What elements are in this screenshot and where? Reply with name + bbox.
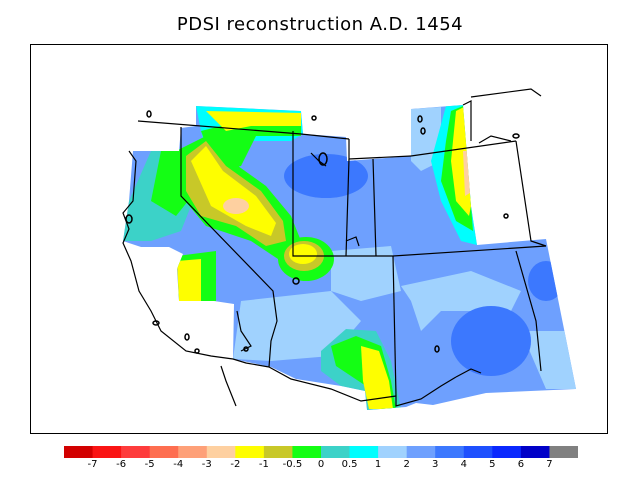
colorbar-tick-label: 0.5 — [341, 459, 358, 470]
colorbar-bin — [321, 446, 351, 458]
colorbar-tick-label: 6 — [517, 459, 525, 470]
colorbar-tick-label: -2 — [230, 459, 241, 470]
lakes — [125, 110, 520, 354]
map-title: PDSI reconstruction A.D. 1454 — [176, 14, 464, 35]
field-dry-core — [223, 198, 249, 214]
colorbar-bin — [178, 446, 208, 458]
colorbar-bin — [64, 446, 94, 458]
field-light-center — [331, 246, 401, 301]
colorbar-bin — [435, 446, 465, 458]
pdsi-map — [122, 88, 576, 410]
field-base — [123, 105, 576, 410]
field-band-dry — [191, 146, 276, 236]
colorbar-tick-label: -4 — [173, 459, 184, 470]
colorbar — [64, 446, 578, 458]
colorbar-bin — [263, 446, 293, 458]
boundaries — [122, 88, 547, 407]
colorbar-tick-label: -5 — [144, 459, 155, 470]
colorbar-bin — [463, 446, 493, 458]
colorbar-bin — [121, 446, 151, 458]
colorbar-tick-label: 7 — [546, 459, 553, 470]
colorbar-tick-label: -1 — [258, 459, 269, 470]
pdsi-field — [123, 105, 576, 410]
colorbar-bin — [235, 446, 265, 458]
colorbar-bin — [406, 446, 436, 458]
field-light-southeast — [521, 331, 576, 389]
colorbar-bin — [292, 446, 322, 458]
colorbar-bin — [520, 446, 550, 458]
colorbar-tick-label: 2 — [403, 459, 410, 470]
field-light-south — [233, 291, 361, 361]
colorbar-bin — [92, 446, 122, 458]
field-west-dry — [177, 259, 201, 301]
field-center-dry — [289, 244, 317, 264]
colorbar-bin — [206, 446, 236, 458]
colorbar-tick-label: 3 — [432, 459, 439, 470]
field-south-dry — [361, 346, 393, 409]
map-frame — [30, 44, 608, 434]
colorbar-tick-label: 0 — [317, 459, 325, 470]
colorbar-tick-label: -7 — [87, 459, 98, 470]
field-north-dry — [206, 111, 301, 131]
colorbar-tick-label: 1 — [374, 459, 382, 470]
field-wet-core-se — [451, 306, 531, 376]
colorbar-tick-label: 5 — [489, 459, 496, 470]
colorbar-bin — [492, 446, 522, 458]
field-light-east — [401, 271, 521, 331]
field-wet-core-n — [284, 154, 368, 198]
colorbar-tick-label: 4 — [460, 459, 467, 470]
colorbar-bin — [378, 446, 408, 458]
colorbar-bin — [549, 446, 578, 458]
colorbar-tick-label: -0.5 — [282, 459, 303, 470]
colorbar-tick-label: -3 — [201, 459, 212, 470]
colorbar-bin — [349, 446, 379, 458]
colorbar-labels: -7 -6 -5 -4 -3 -2 -1 -0.5 0 0.5 1 2 3 4 5 6 7 — [0, 459, 640, 473]
colorbar-bin — [149, 446, 179, 458]
field-wet-core-e — [528, 261, 564, 301]
colorbar-tick-label: -6 — [116, 459, 127, 470]
